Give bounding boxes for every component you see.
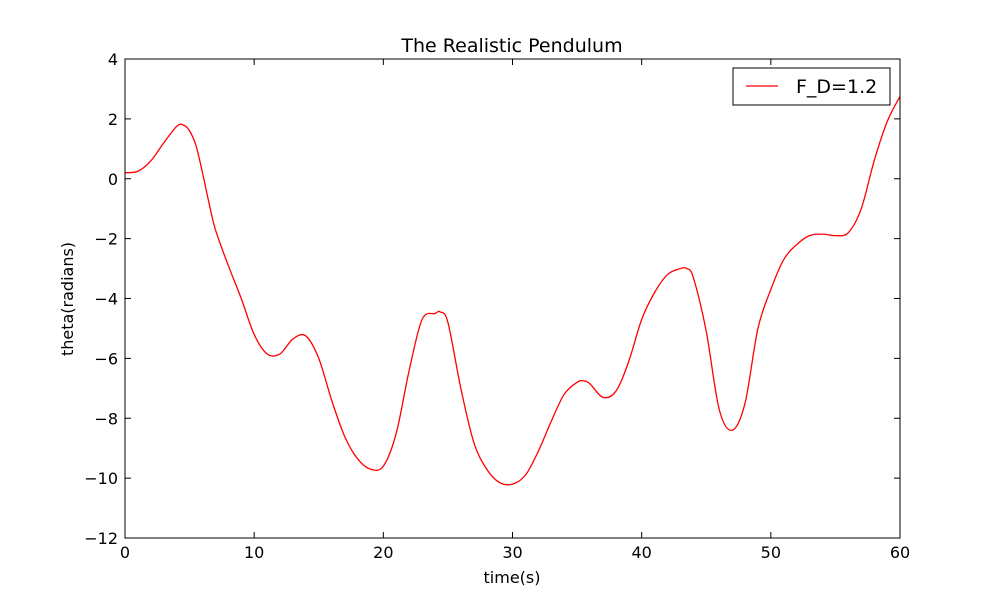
y-tick-label: 0 <box>108 170 118 189</box>
y-tick-label: −2 <box>94 230 118 249</box>
x-tick-label: 10 <box>244 543 264 562</box>
y-tick-label: 2 <box>108 110 118 129</box>
x-tick-label: 60 <box>890 543 910 562</box>
x-tick-label: 0 <box>120 543 130 562</box>
legend-label: F_D=1.2 <box>796 76 877 98</box>
y-tick-label: −12 <box>84 529 118 548</box>
y-tick-label: −6 <box>94 349 118 368</box>
series-layer <box>124 96 901 486</box>
chart-title: The Realistic Pendulum <box>400 35 622 57</box>
y-axis-label: theta(radians) <box>58 242 77 356</box>
y-tick-label: −8 <box>94 409 118 428</box>
y-tick-label: 4 <box>108 50 118 69</box>
x-tick-label: 40 <box>631 543 651 562</box>
y-tick-label: −10 <box>84 469 118 488</box>
series-line <box>124 96 901 486</box>
legend: F_D=1.2 <box>732 67 891 106</box>
x-tick-label: 30 <box>502 543 522 562</box>
x-tick-label: 20 <box>373 543 393 562</box>
x-tick-label: 50 <box>761 543 781 562</box>
y-tick-label: −4 <box>94 290 118 309</box>
x-axis-label: time(s) <box>484 568 541 587</box>
